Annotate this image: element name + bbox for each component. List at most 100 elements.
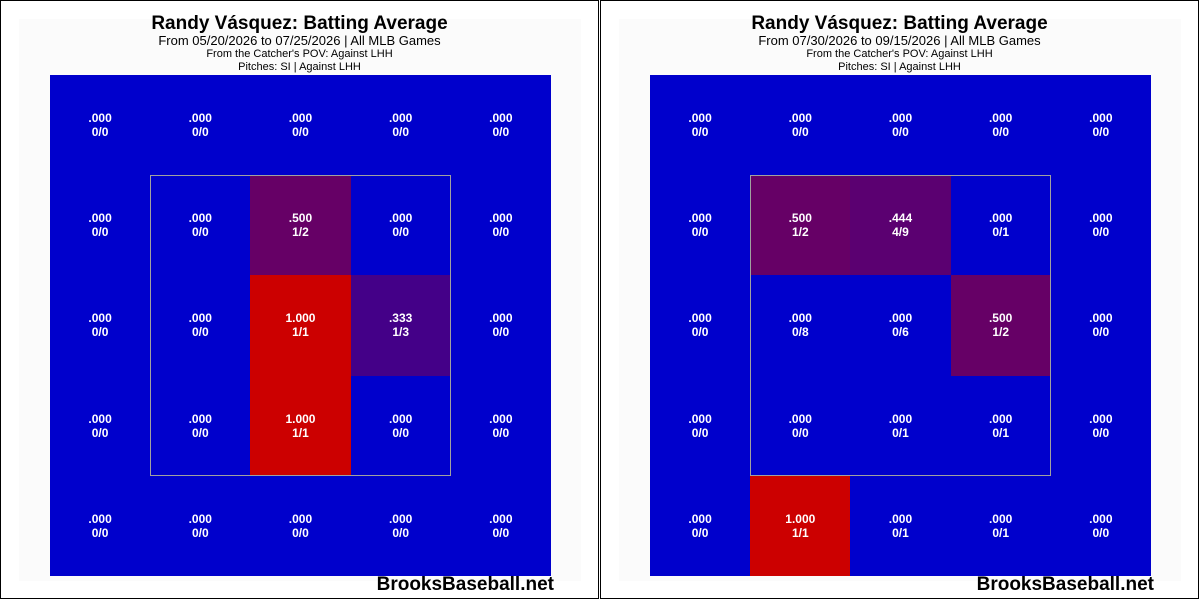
chart-title: Randy Vásquez: Batting Average [751, 13, 1048, 34]
cell-average: .333 [388, 311, 413, 326]
zone-cell: .000 0/0 [150, 75, 251, 176]
cell-average: .000 [88, 211, 112, 226]
zone-cell: .000 0/0 [650, 275, 751, 376]
cell-average: .000 [688, 411, 712, 426]
zone-cell: .000 0/0 [150, 475, 251, 576]
cell-hits-at-bats: 0/0 [292, 125, 309, 140]
cell-average: .000 [988, 111, 1013, 126]
cell-hits-at-bats: 0/0 [492, 225, 510, 240]
cell-hits-at-bats: 1/2 [992, 325, 1009, 340]
cell-average: .000 [489, 511, 513, 526]
cell-average: .000 [788, 311, 812, 326]
zone-cell: 1.000 1/1 [250, 275, 351, 376]
heatmap-panel-right: Randy Vásquez: Batting Average From 07/3… [600, 0, 1199, 599]
cell-hits-at-bats: 0/0 [392, 425, 409, 440]
zone-cell: .000 0/0 [450, 275, 551, 376]
zone-cell: .000 0/0 [50, 175, 151, 276]
cell-average: .000 [489, 211, 513, 226]
zone-cell: .000 0/0 [450, 475, 551, 576]
cell-average: .000 [888, 511, 913, 526]
zone-cell: .000 0/0 [250, 75, 351, 176]
pitch-filter-caption: Pitches: SI | Against LHH [238, 61, 361, 73]
cell-hits-at-bats: 0/0 [91, 225, 109, 240]
zone-cell: .000 0/1 [950, 175, 1051, 276]
zone-grid: .000 0/0.000 0/0.000 0/0.000 0/0.000 0/0.000 0… [650, 75, 1151, 576]
cell-average: .000 [388, 411, 413, 426]
cell-average: .000 [1089, 111, 1113, 126]
cell-average: .000 [688, 311, 712, 326]
cell-hits-at-bats: 0/0 [191, 425, 209, 440]
cell-hits-at-bats: 0/0 [1092, 425, 1110, 440]
zone-cell: .000 0/0 [850, 75, 951, 176]
cell-hits-at-bats: 0/0 [1092, 325, 1110, 340]
cell-average: .000 [1089, 411, 1113, 426]
cell-average: .000 [688, 111, 712, 126]
cell-average: .000 [489, 111, 513, 126]
cell-average: .000 [188, 311, 212, 326]
cell-hits-at-bats: 1/1 [292, 425, 309, 440]
chart-subtitle: From 07/30/2026 to 09/15/2026 | All MLB … [758, 33, 1041, 48]
zone-cell: .000 0/0 [350, 375, 451, 476]
cell-hits-at-bats: 0/0 [1092, 525, 1110, 540]
cell-hits-at-bats: 0/0 [691, 425, 709, 440]
cell-average: .000 [88, 511, 112, 526]
cell-average: 1.000 [285, 411, 316, 426]
zone-cell: .000 0/8 [750, 275, 851, 376]
cell-average: .000 [388, 511, 413, 526]
cell-average: .000 [688, 211, 712, 226]
zone-cell: .000 0/0 [1050, 375, 1151, 476]
zone-cell: .000 0/0 [650, 175, 751, 276]
cell-hits-at-bats: 0/0 [691, 125, 709, 140]
cell-average: 1.000 [785, 511, 816, 526]
cell-average: .000 [188, 111, 212, 126]
cell-average: .444 [888, 211, 913, 226]
heatmap-panel-left: Randy Vásquez: Batting Average From 05/2… [0, 0, 599, 599]
pitch-filter-caption: Pitches: SI | Against LHH [838, 61, 961, 73]
pov-caption: From the Catcher's POV: Against LHH [806, 48, 993, 60]
cell-average: .000 [188, 511, 212, 526]
zone-cell: .000 0/6 [850, 275, 951, 376]
cell-hits-at-bats: 0/0 [691, 225, 709, 240]
cell-average: .000 [388, 211, 413, 226]
cell-average: .000 [88, 111, 112, 126]
cell-hits-at-bats: 0/0 [392, 225, 409, 240]
zone-cell: .000 0/0 [150, 275, 251, 376]
cell-average: .000 [288, 511, 313, 526]
zone-cell: .444 4/9 [850, 175, 951, 276]
zone-cell: .000 0/0 [650, 475, 751, 576]
cell-hits-at-bats: 0/0 [91, 425, 109, 440]
zone-cell: .000 0/0 [450, 375, 551, 476]
cell-average: .000 [388, 111, 413, 126]
zone-cell: .000 0/0 [50, 375, 151, 476]
zone-cell: 1.000 1/1 [750, 475, 851, 576]
cell-hits-at-bats: 0/0 [191, 525, 209, 540]
cell-hits-at-bats: 0/1 [892, 425, 909, 440]
zone-cell: .000 0/0 [450, 175, 551, 276]
cell-hits-at-bats: 0/0 [892, 125, 909, 140]
cell-hits-at-bats: 0/0 [91, 525, 109, 540]
zone-cell: .000 0/0 [1050, 275, 1151, 376]
zone-grid: .000 0/0.000 0/0.000 0/0.000 0/0.000 0/0.000 0… [50, 75, 551, 576]
cell-average: .000 [1089, 511, 1113, 526]
zone-cell: .500 1/2 [250, 175, 351, 276]
cell-hits-at-bats: 0/1 [892, 525, 909, 540]
zone-cell: .000 0/0 [750, 75, 851, 176]
cell-average: .500 [288, 211, 313, 226]
cell-average: 1.000 [285, 311, 316, 326]
cell-hits-at-bats: 0/1 [992, 425, 1009, 440]
watermark-label: BrooksBaseball.net [376, 574, 554, 595]
cell-hits-at-bats: 0/0 [91, 325, 109, 340]
cell-hits-at-bats: 0/0 [492, 125, 510, 140]
zone-cell: .333 1/3 [350, 275, 451, 376]
zone-cell: 1.000 1/1 [250, 375, 351, 476]
zone-cell: .000 0/1 [950, 475, 1051, 576]
cell-hits-at-bats: 0/1 [992, 525, 1009, 540]
cell-average: .000 [188, 411, 212, 426]
cell-average: .500 [988, 311, 1013, 326]
cell-average: .000 [888, 311, 913, 326]
zone-cell: .000 0/0 [450, 75, 551, 176]
cell-hits-at-bats: 1/2 [292, 225, 309, 240]
cell-hits-at-bats: 0/0 [492, 525, 510, 540]
cell-average: .000 [988, 411, 1013, 426]
cell-hits-at-bats: 0/0 [691, 325, 709, 340]
